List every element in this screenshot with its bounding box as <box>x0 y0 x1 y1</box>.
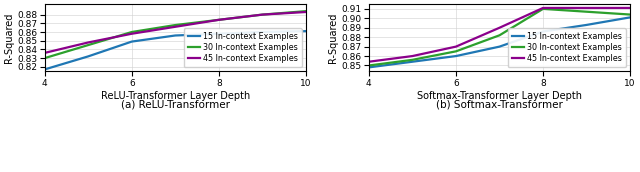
Line: 45 In-context Examples: 45 In-context Examples <box>369 8 630 62</box>
45 In-context Examples <box>627 7 634 9</box>
15 In-context Examples <box>582 24 590 26</box>
30 In-context Examples <box>215 19 223 21</box>
Legend: 15 In-context Examples, 30 In-context Examples, 45 In-context Examples: 15 In-context Examples, 30 In-context Ex… <box>508 28 626 67</box>
Legend: 15 In-context Examples, 30 In-context Examples, 45 In-context Examples: 15 In-context Examples, 30 In-context Ex… <box>184 28 302 67</box>
Line: 30 In-context Examples: 30 In-context Examples <box>369 9 630 66</box>
45 In-context Examples <box>452 46 460 48</box>
30 In-context Examples <box>495 34 503 36</box>
30 In-context Examples <box>539 8 547 10</box>
45 In-context Examples <box>172 26 179 28</box>
Title: (b) Softmax-Transformer: (b) Softmax-Transformer <box>436 99 563 109</box>
45 In-context Examples <box>215 19 223 21</box>
Line: 15 In-context Examples: 15 In-context Examples <box>369 17 630 67</box>
30 In-context Examples <box>408 59 416 61</box>
Line: 30 In-context Examples: 30 In-context Examples <box>45 11 306 58</box>
15 In-context Examples <box>365 66 372 68</box>
Y-axis label: R-Squared: R-Squared <box>328 13 339 63</box>
30 In-context Examples <box>128 31 136 33</box>
15 In-context Examples <box>627 16 634 18</box>
15 In-context Examples <box>302 30 310 32</box>
45 In-context Examples <box>128 33 136 35</box>
30 In-context Examples <box>259 14 266 16</box>
45 In-context Examples <box>408 55 416 57</box>
30 In-context Examples <box>302 10 310 12</box>
X-axis label: ReLU-Transformer Layer Depth: ReLU-Transformer Layer Depth <box>100 91 250 101</box>
45 In-context Examples <box>582 7 590 9</box>
45 In-context Examples <box>365 61 372 63</box>
30 In-context Examples <box>84 44 92 46</box>
45 In-context Examples <box>259 14 266 16</box>
15 In-context Examples <box>539 30 547 33</box>
15 In-context Examples <box>495 46 503 48</box>
Y-axis label: R-Squared: R-Squared <box>4 13 14 63</box>
15 In-context Examples <box>128 41 136 43</box>
30 In-context Examples <box>41 57 49 59</box>
30 In-context Examples <box>172 24 179 26</box>
30 In-context Examples <box>452 50 460 52</box>
15 In-context Examples <box>41 68 49 71</box>
45 In-context Examples <box>539 7 547 9</box>
15 In-context Examples <box>452 55 460 57</box>
X-axis label: Softmax-Transformer Layer Depth: Softmax-Transformer Layer Depth <box>417 91 582 101</box>
45 In-context Examples <box>84 41 92 44</box>
Line: 45 In-context Examples: 45 In-context Examples <box>45 12 306 53</box>
45 In-context Examples <box>302 11 310 13</box>
30 In-context Examples <box>365 64 372 67</box>
15 In-context Examples <box>259 31 266 33</box>
Title: (a) ReLU-Transformer: (a) ReLU-Transformer <box>121 99 230 109</box>
15 In-context Examples <box>172 34 179 36</box>
30 In-context Examples <box>627 14 634 16</box>
15 In-context Examples <box>408 61 416 63</box>
30 In-context Examples <box>582 11 590 13</box>
45 In-context Examples <box>41 52 49 54</box>
15 In-context Examples <box>215 33 223 35</box>
15 In-context Examples <box>84 55 92 57</box>
45 In-context Examples <box>495 27 503 29</box>
Line: 15 In-context Examples: 15 In-context Examples <box>45 31 306 69</box>
